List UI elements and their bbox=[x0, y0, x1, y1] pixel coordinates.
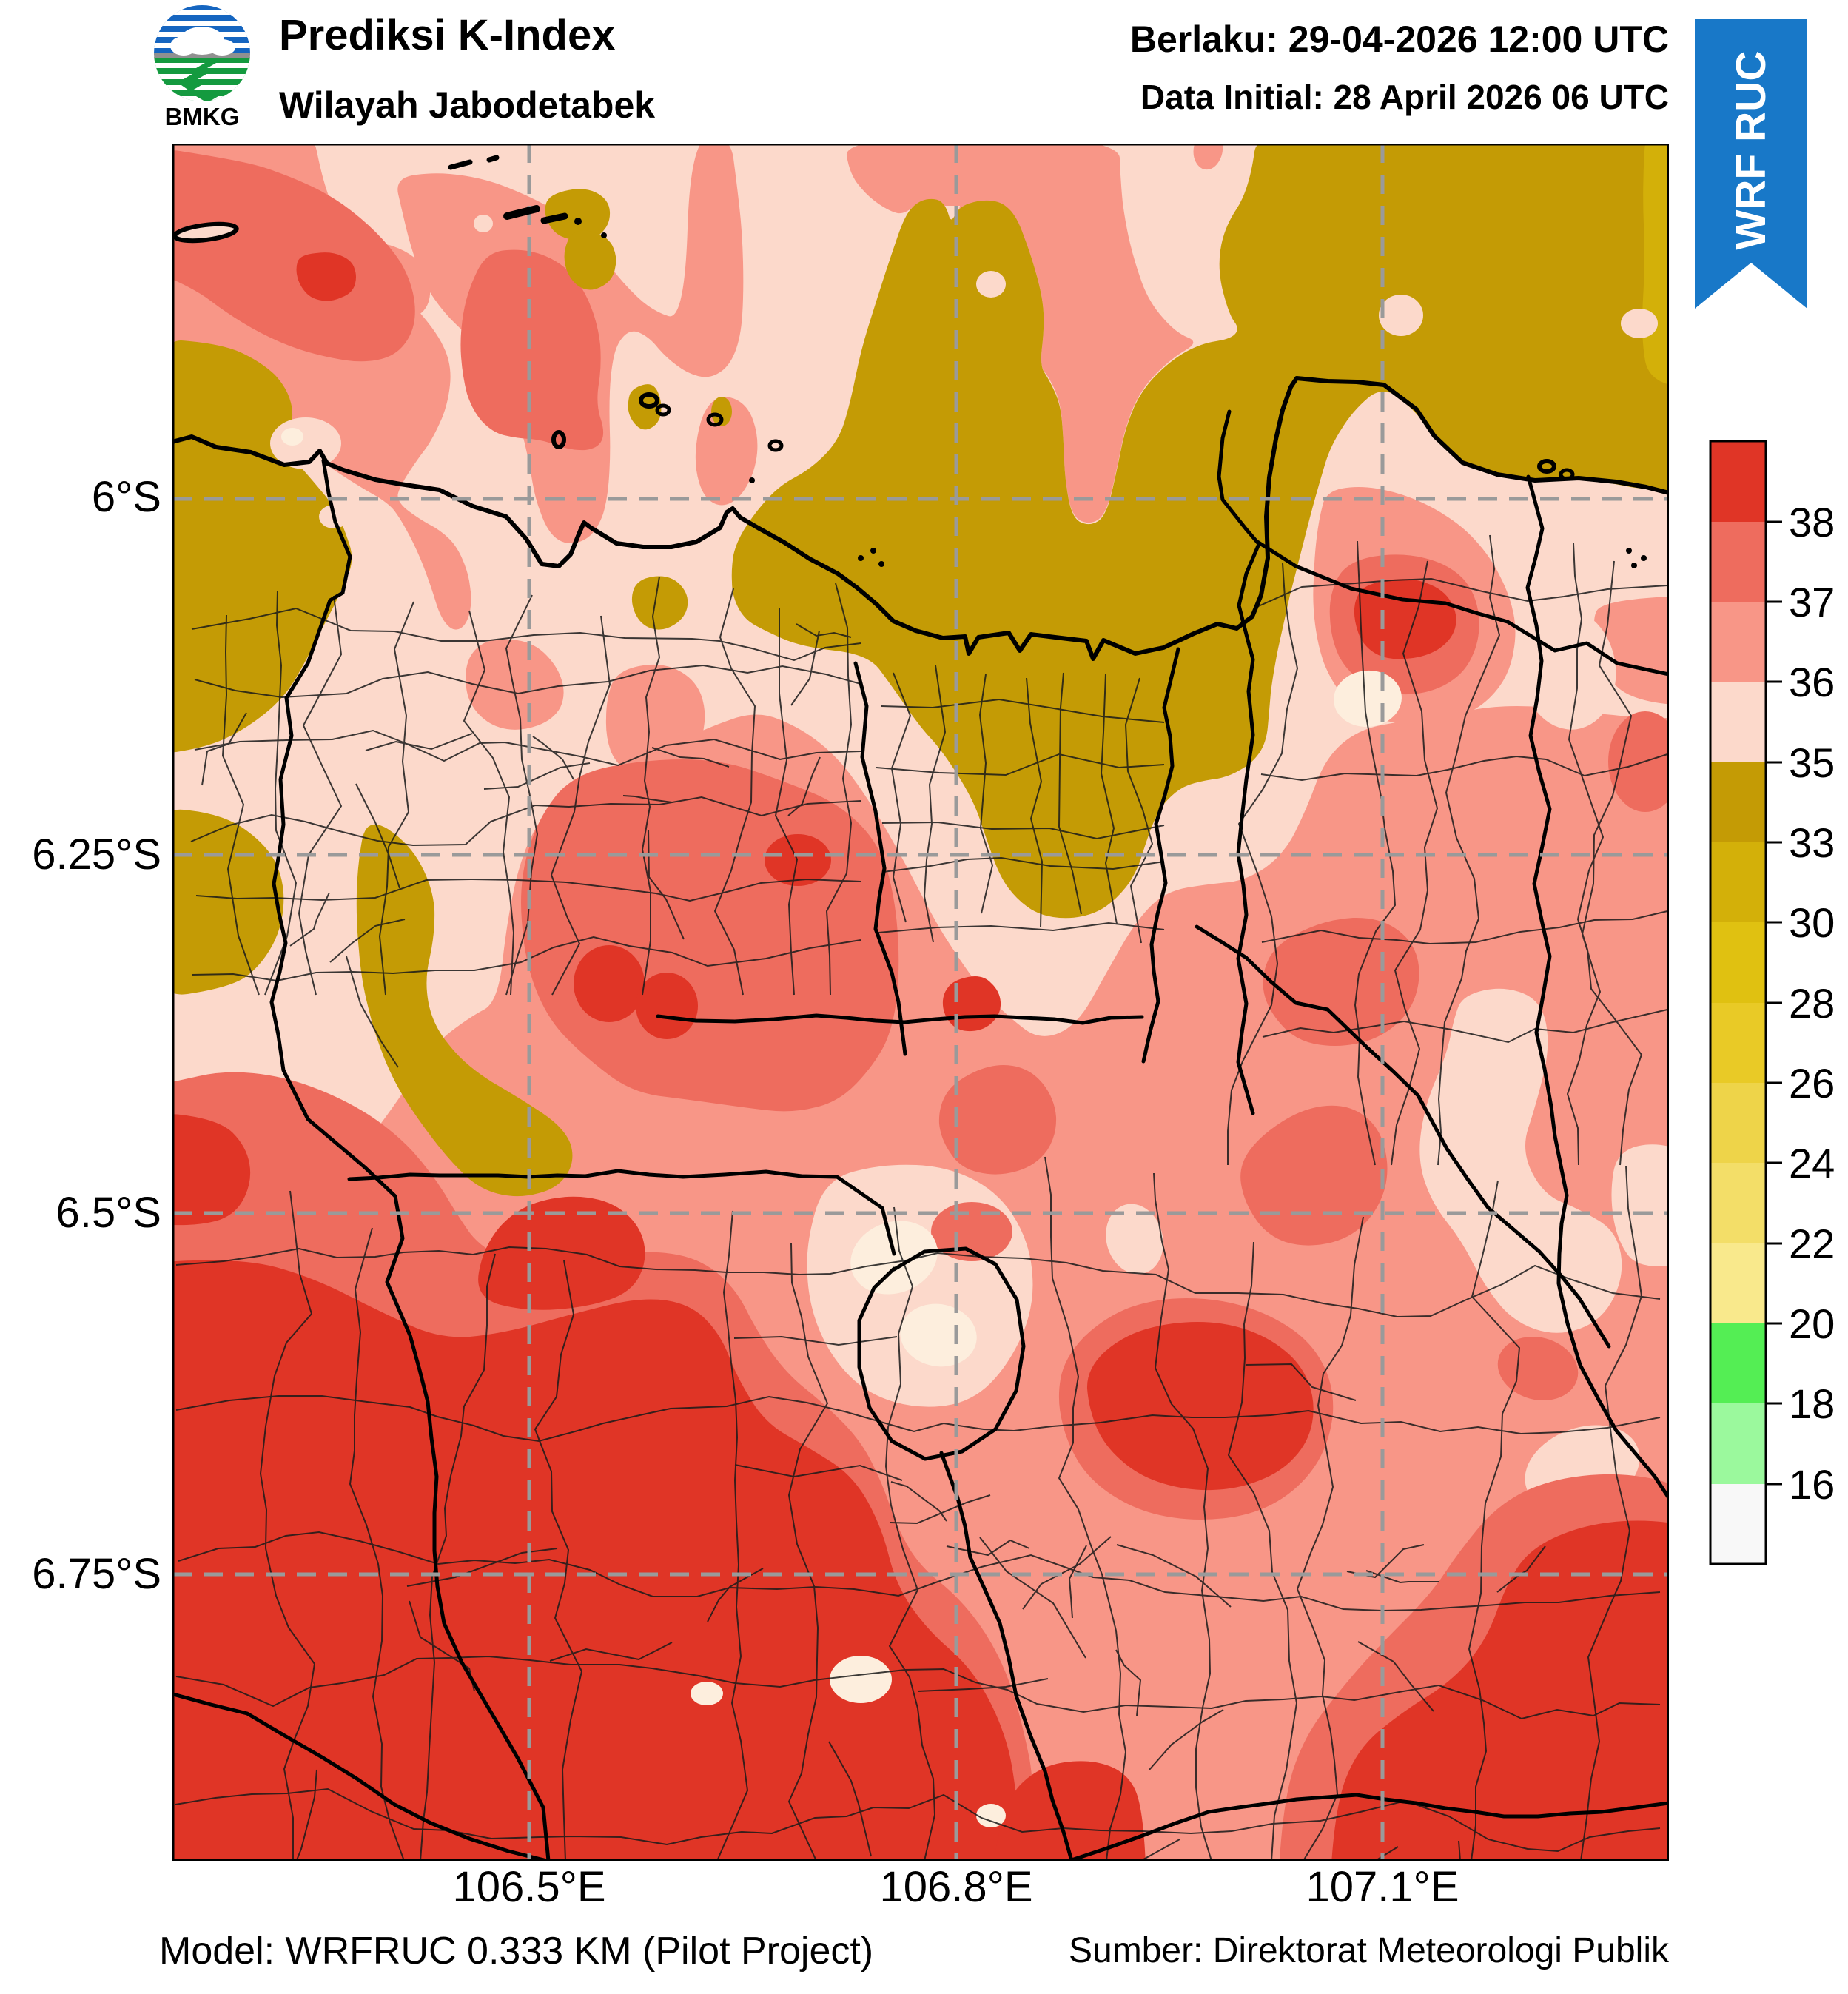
svg-text:28: 28 bbox=[1789, 980, 1835, 1027]
svg-text:24: 24 bbox=[1789, 1140, 1835, 1186]
svg-text:WRF RUC: WRF RUC bbox=[1727, 50, 1775, 249]
svg-text:22: 22 bbox=[1789, 1221, 1835, 1267]
svg-text:37: 37 bbox=[1789, 579, 1835, 625]
svg-text:26: 26 bbox=[1789, 1060, 1835, 1107]
svg-text:BMKG: BMKG bbox=[165, 103, 240, 130]
svg-text:16: 16 bbox=[1789, 1461, 1835, 1508]
svg-text:33: 33 bbox=[1789, 819, 1835, 866]
svg-text:38: 38 bbox=[1789, 499, 1835, 546]
svg-text:20: 20 bbox=[1789, 1300, 1835, 1347]
svg-text:30: 30 bbox=[1789, 899, 1835, 946]
svg-text:36: 36 bbox=[1789, 659, 1835, 705]
svg-text:35: 35 bbox=[1789, 739, 1835, 786]
svg-text:18: 18 bbox=[1789, 1380, 1835, 1427]
